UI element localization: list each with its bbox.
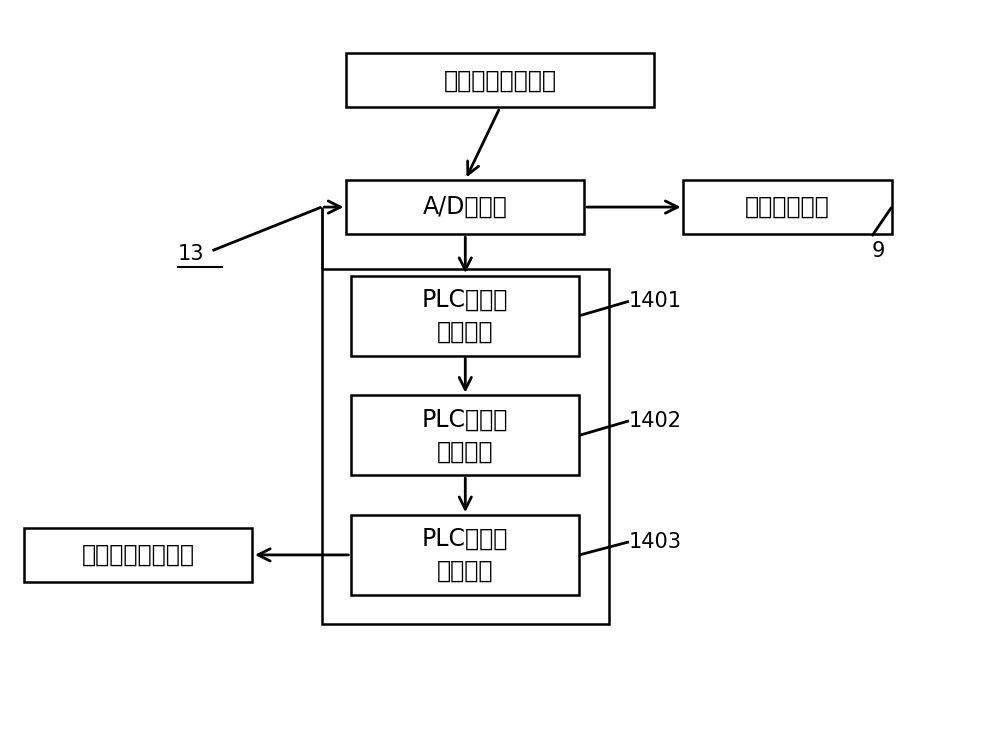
Text: 输出单元: 输出单元 [437,559,494,583]
Text: 称重传感器测量值: 称重传感器测量值 [444,68,556,92]
Bar [351,515,579,594]
Text: 输入单元: 输入单元 [437,320,494,344]
Text: 1401: 1401 [629,291,682,312]
Text: A/D转换器: A/D转换器 [423,195,508,219]
Text: 1403: 1403 [629,532,682,552]
Text: 处理单元: 处理单元 [437,439,494,463]
Text: PLC控制器: PLC控制器 [422,527,508,551]
Bar [322,269,609,624]
Text: 9: 9 [872,240,885,260]
Text: PLC控制器: PLC控制器 [422,408,508,432]
Bar [351,276,579,356]
Bar [683,180,892,235]
Bar [24,528,252,582]
Text: 1402: 1402 [629,411,682,431]
Text: PLC控制器: PLC控制器 [422,288,508,312]
Bar [346,180,584,235]
Text: 气动式调节阀: 气动式调节阀 [745,195,830,219]
Text: 13: 13 [178,244,204,264]
Text: 流量计指示的数值: 流量计指示的数值 [82,543,195,567]
Bar [346,53,654,108]
Bar [351,396,579,475]
